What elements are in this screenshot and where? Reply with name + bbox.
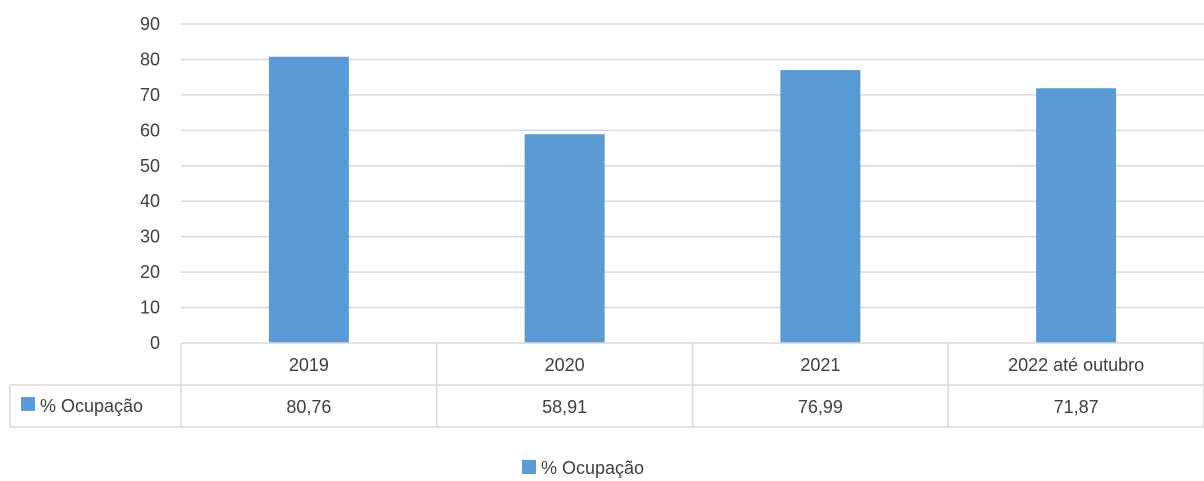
table-value: 76,99 <box>798 397 843 417</box>
x-category-label: 2021 <box>800 355 840 375</box>
y-tick-label: 10 <box>140 298 160 318</box>
x-category-label: 2019 <box>289 355 329 375</box>
y-tick-label: 30 <box>140 227 160 247</box>
bar <box>780 70 861 343</box>
legend-swatch <box>522 460 536 474</box>
table-value: 80,76 <box>286 397 331 417</box>
y-tick-label: 80 <box>140 49 160 69</box>
y-tick-label: 70 <box>140 85 160 105</box>
bars <box>268 56 1117 344</box>
y-axis-ticks: 0 10 20 30 40 50 60 70 80 90 <box>140 14 160 353</box>
y-tick-label: 50 <box>140 156 160 176</box>
bar <box>268 56 349 343</box>
y-tick-label: 20 <box>140 262 160 282</box>
bar <box>524 134 605 343</box>
data-table: 2019 80,76 2020 58,91 2021 76,99 2022 até outu… <box>9 342 1204 428</box>
table-row-label: % Ocupação <box>40 396 143 416</box>
bar <box>1036 88 1117 344</box>
y-tick-label: 90 <box>140 14 160 34</box>
legend-label: % Ocupação <box>541 458 644 478</box>
x-category-label: 2020 <box>545 355 585 375</box>
table-value: 71,87 <box>1054 397 1099 417</box>
x-category-label: 2022 até outubro <box>1008 355 1144 375</box>
legend: % Ocupação <box>522 458 644 478</box>
table-value: 58,91 <box>542 397 587 417</box>
table-legend-swatch <box>21 397 35 411</box>
y-tick-label: 0 <box>150 333 160 353</box>
y-tick-label: 60 <box>140 120 160 140</box>
gridlines <box>181 23 1204 309</box>
y-tick-label: 40 <box>140 191 160 211</box>
